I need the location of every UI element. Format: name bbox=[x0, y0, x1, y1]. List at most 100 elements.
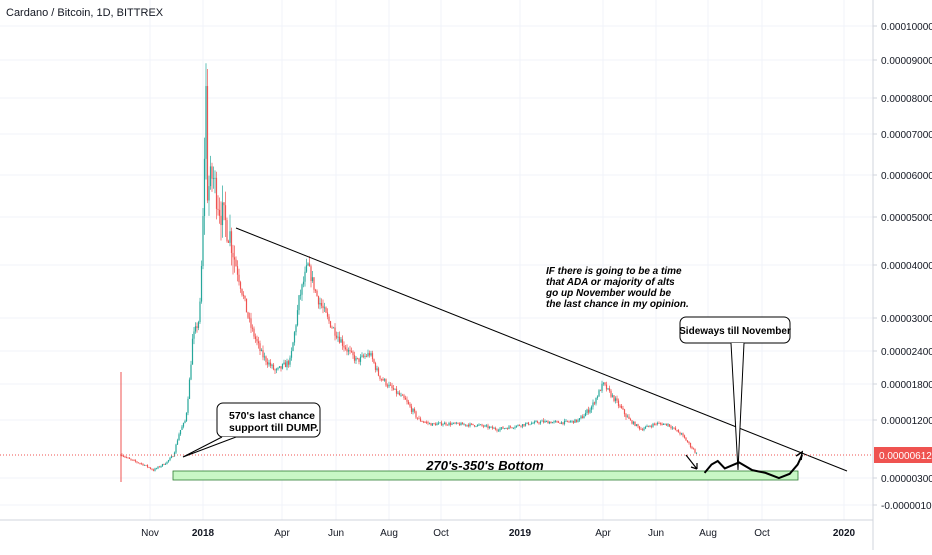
candle-body bbox=[310, 266, 312, 281]
candle bbox=[161, 463, 164, 468]
candle-body bbox=[196, 326, 198, 328]
candle-body bbox=[304, 271, 306, 282]
candle bbox=[656, 421, 659, 426]
candle-body bbox=[602, 382, 605, 384]
candle bbox=[218, 197, 221, 224]
candle bbox=[157, 466, 159, 470]
candle bbox=[449, 421, 452, 427]
candle-body bbox=[353, 355, 356, 361]
candle-body bbox=[250, 318, 252, 328]
candle bbox=[598, 389, 600, 397]
candle bbox=[172, 455, 174, 458]
candle bbox=[382, 377, 384, 381]
candle-body bbox=[394, 388, 396, 390]
candle bbox=[418, 415, 420, 420]
candle-body bbox=[395, 388, 398, 394]
candle bbox=[539, 420, 542, 425]
candle bbox=[323, 302, 326, 313]
candle-body bbox=[445, 422, 447, 425]
current-price-badge bbox=[874, 447, 932, 463]
candle-body bbox=[332, 327, 335, 329]
candle bbox=[481, 423, 483, 427]
projection-arrow-head bbox=[795, 450, 804, 461]
candle bbox=[433, 422, 435, 425]
candle bbox=[557, 420, 560, 423]
candle bbox=[289, 355, 291, 368]
candle-body bbox=[164, 463, 167, 465]
candle-body bbox=[674, 427, 677, 430]
candle-body bbox=[368, 353, 371, 356]
candle-body bbox=[172, 456, 174, 458]
candle-body bbox=[680, 433, 683, 435]
candle-body bbox=[620, 405, 623, 409]
candle bbox=[185, 412, 188, 423]
candle-body bbox=[509, 426, 512, 428]
candle-body bbox=[379, 375, 381, 379]
candle bbox=[581, 414, 584, 419]
candle-body bbox=[464, 424, 467, 426]
candle bbox=[665, 423, 668, 426]
candle bbox=[620, 404, 623, 409]
candle bbox=[188, 377, 191, 400]
candle bbox=[235, 256, 237, 267]
candle-body bbox=[574, 419, 576, 423]
candle bbox=[130, 458, 132, 461]
candle bbox=[440, 420, 443, 426]
candle bbox=[241, 288, 243, 297]
candle-body bbox=[340, 339, 342, 343]
candle-body bbox=[230, 231, 233, 253]
candle-body bbox=[616, 398, 618, 401]
candle-body bbox=[461, 422, 464, 425]
candle-body bbox=[578, 418, 581, 421]
candle-body bbox=[146, 465, 149, 468]
candle-body bbox=[161, 464, 164, 467]
candle bbox=[271, 363, 273, 369]
candle-body bbox=[521, 424, 524, 427]
thesis-note-line: go up November would be bbox=[545, 288, 671, 299]
candle bbox=[403, 393, 405, 400]
candle-body bbox=[358, 358, 360, 362]
candle bbox=[322, 299, 324, 314]
candle bbox=[187, 396, 189, 416]
candle-body bbox=[203, 158, 206, 217]
candle bbox=[683, 434, 686, 439]
x-tick-label: Oct bbox=[754, 528, 770, 539]
candle-body bbox=[268, 362, 270, 365]
candle bbox=[338, 331, 341, 344]
candle-body bbox=[301, 284, 303, 295]
x-tick-label: Apr bbox=[274, 528, 290, 539]
candle bbox=[494, 426, 497, 431]
candle bbox=[272, 363, 275, 371]
candle bbox=[311, 271, 314, 283]
candle bbox=[223, 202, 225, 221]
candle-body bbox=[209, 166, 212, 187]
candle bbox=[206, 69, 209, 204]
candle-body bbox=[152, 469, 155, 471]
candle-body bbox=[160, 466, 162, 468]
candle-body bbox=[592, 402, 594, 407]
candle-body bbox=[647, 425, 650, 427]
candle-body bbox=[136, 461, 138, 463]
candle-body bbox=[361, 355, 363, 357]
candle bbox=[326, 308, 329, 320]
candle-body bbox=[335, 335, 338, 338]
candle-body bbox=[484, 425, 486, 427]
candle bbox=[661, 422, 663, 426]
candle bbox=[596, 395, 599, 400]
candle-body bbox=[163, 464, 165, 465]
candle bbox=[196, 322, 198, 333]
candle-body bbox=[554, 421, 557, 423]
candle-body bbox=[634, 421, 636, 426]
candle-body bbox=[170, 456, 173, 458]
candle-body bbox=[637, 424, 639, 427]
candle-body bbox=[506, 428, 509, 430]
candle bbox=[538, 422, 540, 425]
candle bbox=[262, 345, 264, 361]
candle bbox=[248, 312, 251, 323]
candle bbox=[352, 350, 354, 359]
candle bbox=[587, 406, 590, 415]
candle bbox=[359, 354, 362, 366]
candle-body bbox=[190, 364, 192, 380]
candle-body bbox=[473, 425, 476, 427]
